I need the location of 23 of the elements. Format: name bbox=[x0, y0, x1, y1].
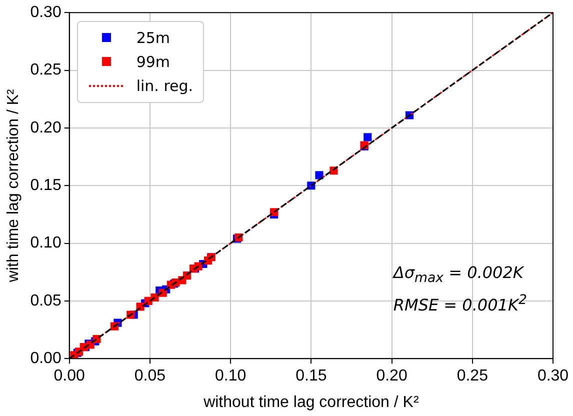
point bbox=[315, 171, 324, 180]
x-tick-label: 0.15 bbox=[296, 368, 327, 385]
y-tick-label: 0.00 bbox=[30, 350, 62, 368]
y-tick-label: 0.05 bbox=[30, 292, 62, 310]
annotation: Δσ$_{max}$ = 0.002K bbox=[393, 262, 526, 288]
legend-label: 25m bbox=[136, 28, 170, 47]
annotation: RMSE = 0.001K$^{2}$ bbox=[393, 292, 527, 316]
legend-label: lin. reg. bbox=[136, 76, 194, 95]
y-tick-label: 0.10 bbox=[30, 234, 62, 252]
y-tick-label: 0.25 bbox=[30, 62, 62, 79]
y-tick-label: 0.30 bbox=[30, 4, 62, 22]
x-tick-label: 0.20 bbox=[376, 368, 408, 385]
y-axis-title: with time lag correction / K² bbox=[5, 88, 22, 284]
x-tick-label: 0.05 bbox=[134, 368, 166, 385]
x-tick-label: 0.25 bbox=[456, 368, 488, 385]
x-tick-label: 0.00 bbox=[54, 368, 86, 385]
x-tick-label: 0.30 bbox=[537, 368, 569, 385]
point bbox=[364, 133, 372, 142]
x-axis-title: without time lag correction / K² bbox=[202, 394, 420, 411]
legend-label: 99m bbox=[136, 52, 170, 71]
x-tick-label: 0.10 bbox=[214, 368, 246, 385]
y-tick-label: 0.20 bbox=[30, 119, 62, 136]
y-tick-label: 0.15 bbox=[30, 177, 62, 194]
